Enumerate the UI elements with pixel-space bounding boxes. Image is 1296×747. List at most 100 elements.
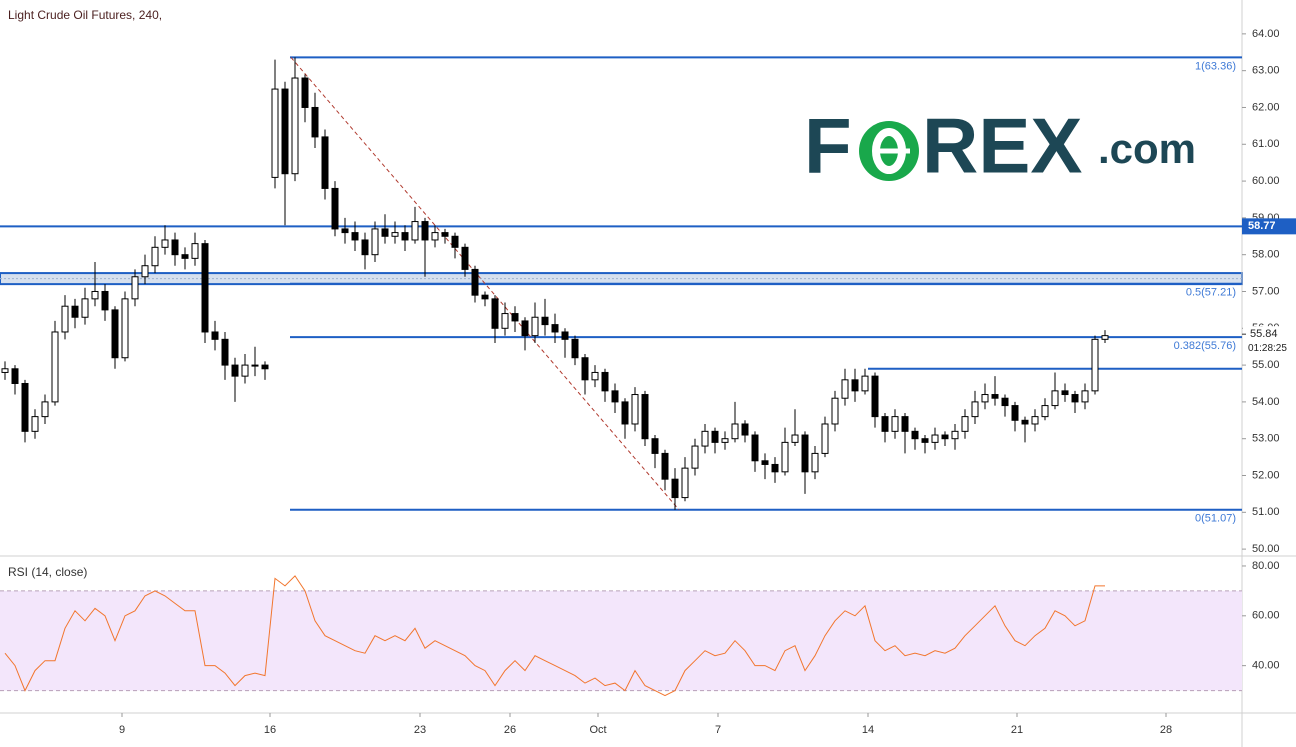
candle-body bbox=[781, 441, 789, 473]
watermark-text: .com bbox=[1098, 125, 1196, 172]
candle-body bbox=[921, 438, 929, 443]
y-tick-label: 40.00 bbox=[1252, 660, 1280, 672]
candle-body bbox=[591, 371, 599, 381]
fib-label: 0.382(55.76) bbox=[1174, 340, 1236, 352]
x-tick-label: 26 bbox=[504, 724, 516, 736]
candle-body bbox=[651, 438, 659, 454]
candle-body bbox=[761, 460, 769, 465]
candle-body bbox=[481, 294, 489, 300]
y-tick-label: 51.00 bbox=[1252, 506, 1280, 518]
candle-body bbox=[1041, 405, 1049, 418]
candle-body bbox=[1091, 338, 1099, 392]
candle-body bbox=[21, 382, 29, 432]
candle-body bbox=[811, 452, 819, 473]
candle-body bbox=[411, 221, 419, 241]
candle-body bbox=[351, 232, 359, 241]
candle-body bbox=[731, 423, 739, 440]
candle-body bbox=[1081, 390, 1089, 403]
candle-body bbox=[491, 298, 499, 329]
candle-body bbox=[11, 368, 19, 384]
candle-body bbox=[41, 401, 49, 418]
candle-body bbox=[631, 394, 639, 425]
watermark-text: REX bbox=[922, 102, 1082, 190]
candle-body bbox=[911, 430, 919, 440]
candle-body bbox=[541, 316, 549, 326]
candle-body bbox=[91, 290, 99, 300]
y-tick-label: 80.00 bbox=[1252, 560, 1280, 572]
countdown: 01:28:25 bbox=[1248, 343, 1287, 354]
candle-body bbox=[801, 434, 809, 473]
candle-body bbox=[771, 463, 779, 473]
candle-body bbox=[371, 228, 379, 256]
candle-body bbox=[311, 106, 319, 138]
last-price-tag bbox=[1243, 326, 1296, 355]
watermark-text: F bbox=[804, 102, 852, 190]
trend-line bbox=[290, 57, 680, 511]
candle-body bbox=[241, 364, 249, 377]
candle-body bbox=[321, 136, 329, 189]
candle-body bbox=[981, 394, 989, 403]
candle-body bbox=[741, 423, 749, 436]
y-tick-label: 62.00 bbox=[1252, 101, 1280, 113]
chart-title: Light Crude Oil Futures, 240, bbox=[8, 8, 162, 22]
candle-body bbox=[201, 243, 209, 333]
x-tick-label: 7 bbox=[715, 724, 721, 736]
y-tick-label: 55.00 bbox=[1252, 359, 1280, 371]
candle-body bbox=[1051, 390, 1059, 407]
candle-body bbox=[641, 394, 649, 440]
candle-body bbox=[951, 430, 959, 440]
candle-body bbox=[941, 434, 949, 440]
candle-body bbox=[681, 467, 689, 499]
candle-body bbox=[151, 246, 159, 267]
candle-body bbox=[441, 232, 449, 237]
fib-label: 0.5(57.21) bbox=[1186, 287, 1236, 299]
candle-body bbox=[961, 416, 969, 432]
candle-body bbox=[161, 239, 169, 248]
candle-body bbox=[661, 452, 669, 480]
fib-label: 1(63.36) bbox=[1195, 60, 1236, 72]
candle-body bbox=[751, 434, 759, 462]
y-tick-label: 52.00 bbox=[1252, 469, 1280, 481]
y-tick-label: 60.00 bbox=[1252, 175, 1280, 187]
candle-body bbox=[861, 375, 869, 392]
candle-body bbox=[791, 434, 799, 443]
candle-body bbox=[121, 298, 129, 359]
x-tick-label: 28 bbox=[1160, 724, 1172, 736]
candle-body bbox=[131, 276, 139, 300]
price-tag bbox=[1242, 218, 1296, 235]
candle-body bbox=[901, 416, 909, 432]
x-tick-label: 9 bbox=[119, 724, 125, 736]
candle-body bbox=[621, 401, 629, 425]
x-tick-label: 23 bbox=[414, 724, 426, 736]
rsi-band bbox=[0, 590, 1242, 691]
watermark: F REX .com bbox=[804, 102, 1196, 190]
pane-title: RSI (14, close) bbox=[8, 565, 87, 579]
candle-body bbox=[51, 331, 59, 403]
candle-body bbox=[141, 265, 149, 278]
candle-body bbox=[361, 239, 369, 256]
y-tick-label: 63.00 bbox=[1252, 65, 1280, 77]
x-tick-label: 21 bbox=[1011, 724, 1023, 736]
candle-body bbox=[611, 390, 619, 403]
candle-body bbox=[511, 313, 519, 322]
candle-body bbox=[341, 228, 349, 234]
candle-body bbox=[1071, 394, 1079, 403]
candle-body bbox=[431, 232, 439, 241]
candle-body bbox=[271, 88, 279, 178]
candle-body bbox=[221, 338, 229, 366]
candle-body bbox=[381, 228, 389, 237]
candle-body bbox=[401, 232, 409, 241]
rsi-line bbox=[4, 575, 1105, 697]
candle-body bbox=[301, 77, 309, 108]
candle-body bbox=[831, 397, 839, 425]
candle-body bbox=[581, 357, 589, 381]
y-tick-label: 54.00 bbox=[1252, 396, 1280, 408]
y-tick-label: 60.00 bbox=[1252, 610, 1280, 622]
candle-body bbox=[231, 364, 239, 377]
candle-body bbox=[1101, 335, 1109, 340]
candle-body bbox=[81, 298, 89, 318]
candle-body bbox=[251, 364, 259, 367]
candle-body bbox=[331, 187, 339, 230]
fib-label: 0(51.07) bbox=[1195, 513, 1236, 525]
